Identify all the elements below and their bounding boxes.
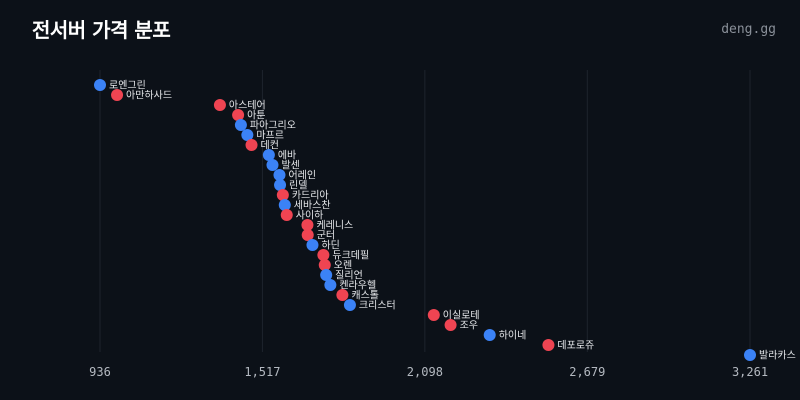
points-layer: 로엔그린아만하사드아스테어아툰파아그리오마프르데컨에바발센어레인린델카드리아세바… [94, 79, 796, 362]
data-point-marker[interactable] [427, 309, 440, 321]
data-point[interactable]: 아만하사드 [111, 89, 172, 102]
data-point-marker[interactable] [213, 99, 226, 111]
data-point-label: 아툰 [247, 110, 265, 122]
page-title: 전서버 가격 분포 [32, 18, 171, 42]
data-point[interactable]: 듀크데필 [317, 249, 369, 262]
x-tick-label: 936 [89, 365, 111, 379]
data-point-label: 아스테어 [229, 100, 266, 112]
data-point-label: 파아그리오 [250, 120, 296, 132]
data-point[interactable]: 군터 [301, 229, 335, 242]
data-point-label: 캐스톨 [351, 290, 379, 302]
data-point[interactable]: 하딘 [306, 239, 340, 252]
data-point[interactable]: 어레인 [273, 169, 316, 182]
data-point-marker[interactable] [266, 159, 279, 171]
brand-label: deng.gg [721, 22, 776, 37]
data-point[interactable]: 발라카스 [744, 349, 796, 362]
data-point[interactable]: 파아그리오 [234, 119, 296, 132]
x-tick-label: 2,098 [407, 365, 443, 379]
data-point[interactable]: 켄라우헬 [324, 279, 376, 292]
data-point-marker[interactable] [274, 179, 287, 191]
data-point-label: 린델 [289, 180, 307, 192]
data-point-marker[interactable] [241, 129, 254, 141]
data-point-marker[interactable] [343, 299, 356, 311]
data-point[interactable]: 에바 [262, 149, 296, 162]
data-point-label: 케레니스 [316, 220, 353, 232]
data-point-label: 어레인 [288, 170, 316, 182]
data-point-label: 마프르 [256, 130, 284, 142]
data-point[interactable]: 카드리아 [276, 189, 329, 202]
data-point-marker[interactable] [336, 289, 349, 301]
data-point[interactable]: 사이하 [280, 209, 324, 222]
x-tick-label: 1,517 [244, 365, 280, 379]
data-point-marker[interactable] [744, 349, 756, 361]
x-tick-label: 3,261 [732, 365, 768, 379]
data-point-marker[interactable] [301, 229, 314, 241]
data-point[interactable]: 이실로테 [427, 309, 480, 322]
data-point-label: 사이하 [296, 209, 324, 222]
data-point-marker[interactable] [317, 249, 330, 261]
data-point-marker[interactable] [280, 209, 293, 221]
data-point[interactable]: 마프르 [241, 129, 284, 142]
data-point-label: 조우 [460, 320, 478, 332]
data-point[interactable]: 로엔그린 [94, 79, 146, 92]
data-point-marker[interactable] [111, 89, 124, 101]
data-point-marker[interactable] [278, 199, 291, 211]
data-point-label: 아만하사드 [126, 89, 172, 102]
data-point-label: 하이네 [499, 329, 527, 342]
data-point-marker[interactable] [245, 139, 258, 151]
data-point-marker[interactable] [301, 219, 314, 231]
x-tick-label: 2,679 [569, 365, 605, 379]
data-point-label: 세바스찬 [294, 200, 331, 212]
data-point[interactable]: 오렌 [318, 259, 352, 272]
data-point[interactable]: 캐스톨 [336, 289, 379, 302]
data-point[interactable]: 크리스터 [343, 299, 396, 312]
data-point[interactable]: 데컨 [245, 139, 279, 152]
data-point-marker[interactable] [273, 169, 286, 181]
data-point-label: 군터 [317, 230, 335, 242]
data-point[interactable]: 세바스찬 [278, 199, 331, 212]
data-point-label: 켄라우헬 [339, 280, 376, 292]
data-point-label: 이실로테 [443, 310, 480, 322]
data-point[interactable]: 아툰 [232, 109, 266, 122]
data-point[interactable]: 린델 [274, 179, 307, 192]
data-point-marker[interactable] [306, 239, 319, 251]
data-point-marker[interactable] [324, 279, 337, 291]
data-point-marker[interactable] [94, 79, 106, 91]
data-point-marker[interactable] [276, 189, 289, 201]
grid-layer [99, 70, 751, 352]
data-point-label: 오렌 [334, 260, 352, 272]
data-point-marker[interactable] [320, 269, 333, 281]
data-point[interactable]: 조우 [444, 319, 478, 332]
data-point[interactable]: 질리언 [320, 269, 363, 282]
data-point-label: 데컨 [261, 140, 279, 152]
data-point-label: 하딘 [321, 239, 339, 252]
data-point-label: 질리언 [335, 270, 363, 282]
data-point-marker[interactable] [483, 329, 496, 341]
data-point-marker[interactable] [318, 259, 331, 271]
data-point-label: 로엔그린 [109, 80, 146, 92]
data-point-label: 발라카스 [759, 350, 796, 362]
data-point-label: 발센 [281, 160, 299, 172]
data-point-label: 듀크데필 [332, 250, 369, 262]
data-point[interactable]: 아스테어 [213, 99, 266, 112]
x-axis: 936 1,517 2,098 2,679 3,261 [89, 365, 768, 379]
data-point-label: 카드리아 [292, 190, 329, 202]
data-point-label: 에바 [278, 150, 296, 162]
data-point-label: 데포로쥬 [557, 340, 594, 352]
data-point-marker[interactable] [262, 149, 275, 161]
data-point-marker[interactable] [444, 319, 457, 331]
data-point[interactable]: 발센 [266, 159, 300, 172]
data-point-marker[interactable] [234, 119, 247, 131]
data-point-label: 크리스터 [359, 300, 396, 312]
data-point-marker[interactable] [232, 109, 245, 121]
data-point[interactable]: 데포로쥬 [542, 339, 594, 352]
data-point[interactable]: 하이네 [483, 329, 527, 342]
data-point[interactable]: 케레니스 [301, 219, 353, 232]
data-point-marker[interactable] [542, 339, 555, 351]
